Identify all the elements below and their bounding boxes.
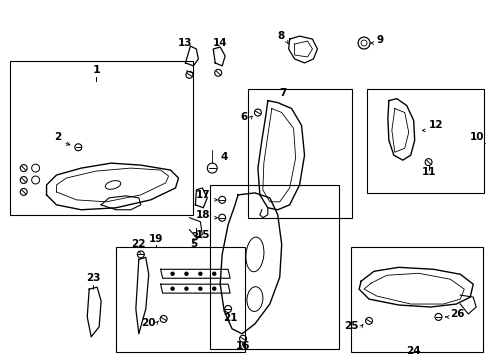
Text: 24: 24 xyxy=(406,346,420,356)
Text: 5: 5 xyxy=(189,239,197,249)
Text: 9: 9 xyxy=(376,35,383,45)
Bar xyxy=(247,89,351,218)
Circle shape xyxy=(184,287,187,290)
Circle shape xyxy=(171,272,174,275)
Text: 2: 2 xyxy=(54,132,61,142)
Text: 11: 11 xyxy=(421,167,435,177)
Text: 17: 17 xyxy=(195,190,210,200)
Text: 21: 21 xyxy=(223,313,237,323)
Text: 16: 16 xyxy=(235,341,250,351)
Text: 20: 20 xyxy=(141,318,155,328)
Text: 13: 13 xyxy=(178,38,192,48)
Circle shape xyxy=(212,272,215,275)
Text: 15: 15 xyxy=(195,230,210,239)
Circle shape xyxy=(184,272,187,275)
Text: 18: 18 xyxy=(195,210,210,220)
Text: 7: 7 xyxy=(279,87,286,98)
Text: 6: 6 xyxy=(240,112,247,122)
Text: 25: 25 xyxy=(344,321,358,331)
Text: 12: 12 xyxy=(427,120,442,130)
Text: 23: 23 xyxy=(86,273,100,283)
Text: 14: 14 xyxy=(212,38,227,48)
Text: 26: 26 xyxy=(449,309,464,319)
Bar xyxy=(366,89,483,193)
Circle shape xyxy=(212,287,215,290)
Text: 8: 8 xyxy=(277,31,284,41)
Text: 19: 19 xyxy=(148,234,163,243)
Text: 4: 4 xyxy=(220,152,227,162)
Text: 1: 1 xyxy=(92,65,100,75)
Bar xyxy=(210,185,339,349)
Bar xyxy=(10,61,193,215)
Bar xyxy=(116,247,244,352)
Text: 10: 10 xyxy=(468,132,483,142)
Circle shape xyxy=(199,287,202,290)
Circle shape xyxy=(199,272,202,275)
Text: 3: 3 xyxy=(191,231,199,242)
Bar xyxy=(350,247,482,352)
Circle shape xyxy=(171,287,174,290)
Text: 22: 22 xyxy=(131,239,146,249)
